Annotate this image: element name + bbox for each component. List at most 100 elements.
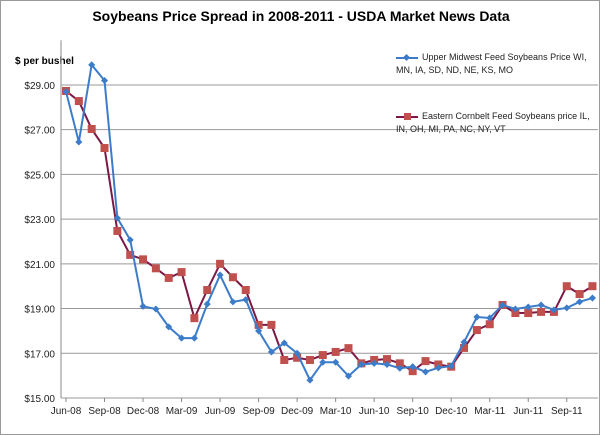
data-point-square xyxy=(421,357,430,366)
data-point-square xyxy=(588,282,597,291)
x-tick-label: Dec-10 xyxy=(435,406,468,417)
data-point-diamond xyxy=(267,348,275,356)
data-point-square xyxy=(511,309,520,318)
legend-item-upper-midwest: Upper Midwest Feed Soybeans Price WI, MN… xyxy=(396,51,596,77)
data-point-diamond xyxy=(126,236,134,244)
data-point-square xyxy=(460,343,469,352)
data-point-diamond xyxy=(113,214,121,222)
data-point-diamond xyxy=(75,138,83,146)
data-point-diamond xyxy=(460,338,468,346)
data-point-square xyxy=(126,250,135,259)
data-point-square xyxy=(537,307,546,316)
data-point-diamond xyxy=(486,314,494,322)
data-point-square xyxy=(524,309,533,318)
data-point-diamond xyxy=(434,364,442,372)
data-point-diamond xyxy=(139,302,147,310)
data-point-square xyxy=(228,273,237,282)
data-point-square xyxy=(293,353,302,362)
data-point-diamond xyxy=(216,271,224,279)
data-point-square xyxy=(472,326,481,335)
data-point-diamond xyxy=(421,368,430,376)
data-point-diamond xyxy=(447,362,455,370)
legend-item-eastern-cornbelt: Eastern Cornbelt Feed Soybeans price IL,… xyxy=(396,110,596,136)
data-point-diamond xyxy=(524,303,532,311)
data-point-diamond xyxy=(255,327,263,335)
x-tick-label: Sep-09 xyxy=(242,406,275,417)
x-tick-label: Mar-10 xyxy=(320,406,352,417)
data-point-square xyxy=(305,355,314,364)
legend-label: Eastern Cornbelt Feed Soybeans price IL,… xyxy=(396,111,590,134)
x-tick-label: Sep-11 xyxy=(551,406,583,417)
chart-title: Soybeans Price Spread in 2008-2011 - USD… xyxy=(92,8,510,24)
y-axis-label: $ per bushel xyxy=(15,56,74,67)
x-tick-label: Dec-09 xyxy=(281,406,314,417)
x-tick-label: Dec-08 xyxy=(127,406,160,417)
x-tick-label: Mar-11 xyxy=(474,406,505,417)
y-tick-label: $17.00 xyxy=(24,349,55,360)
data-point-square xyxy=(190,314,199,323)
data-point-square xyxy=(241,286,250,295)
data-point-diamond xyxy=(563,304,571,312)
y-tick-label: $25.00 xyxy=(24,170,55,181)
data-point-square xyxy=(151,264,160,273)
data-point-square xyxy=(164,273,173,282)
data-point-diamond xyxy=(499,301,507,309)
data-point-diamond xyxy=(332,358,340,366)
data-point-diamond xyxy=(511,305,519,313)
data-point-diamond xyxy=(396,364,404,372)
data-point-diamond xyxy=(165,323,173,331)
data-point-diamond xyxy=(576,298,584,306)
data-point-diamond xyxy=(306,376,314,384)
data-point-diamond xyxy=(280,339,288,347)
x-tick-label: Jun-09 xyxy=(205,406,236,417)
x-tick-label: Sep-10 xyxy=(397,406,430,417)
data-point-square xyxy=(383,355,391,364)
data-point-diamond xyxy=(537,301,545,309)
data-point-square xyxy=(254,320,263,329)
data-point-diamond xyxy=(370,359,378,367)
x-tick-label: Jun-11 xyxy=(513,406,543,417)
data-point-square xyxy=(344,344,353,353)
data-point-square xyxy=(280,355,289,364)
y-tick-label: $15.00 xyxy=(24,394,55,405)
y-tick-label: $23.00 xyxy=(24,215,55,226)
data-point-square xyxy=(408,367,417,376)
data-point-diamond xyxy=(319,358,327,366)
data-point-square xyxy=(74,97,83,106)
y-tick-label: $21.00 xyxy=(24,260,55,271)
data-point-diamond xyxy=(550,306,558,314)
data-point-square xyxy=(113,226,122,235)
legend-swatch-red xyxy=(396,112,418,120)
legend-swatch-blue xyxy=(396,53,418,61)
data-point-diamond xyxy=(409,363,417,371)
data-point-diamond xyxy=(293,349,301,357)
data-point-square xyxy=(177,268,186,277)
data-point-square xyxy=(267,320,276,329)
data-point-diamond xyxy=(178,334,186,342)
y-tick-label: $29.00 xyxy=(24,81,55,92)
data-point-diamond xyxy=(383,360,391,368)
data-point-diamond xyxy=(203,300,211,308)
data-point-diamond xyxy=(473,313,481,321)
data-point-diamond xyxy=(357,360,365,368)
x-tick-label: Jun-10 xyxy=(359,406,390,417)
data-point-diamond xyxy=(152,305,160,313)
data-point-diamond xyxy=(100,76,109,85)
legend-label: Upper Midwest Feed Soybeans Price WI, MN… xyxy=(396,52,587,75)
data-point-square xyxy=(485,320,494,329)
data-point-square xyxy=(318,351,327,360)
y-tick-label: $27.00 xyxy=(24,126,55,137)
x-tick-label: Jun-08 xyxy=(51,406,82,417)
x-tick-label: Mar-09 xyxy=(166,406,198,417)
data-point-square xyxy=(575,290,584,299)
data-point-square xyxy=(139,255,148,264)
data-point-square xyxy=(216,259,225,268)
data-point-square xyxy=(395,359,404,368)
y-tick-label: $19.00 xyxy=(24,305,55,316)
data-point-square xyxy=(100,144,109,153)
data-point-square xyxy=(87,125,96,134)
data-point-diamond xyxy=(190,334,198,342)
x-tick-label: Sep-08 xyxy=(88,406,121,417)
data-point-diamond xyxy=(344,372,353,380)
